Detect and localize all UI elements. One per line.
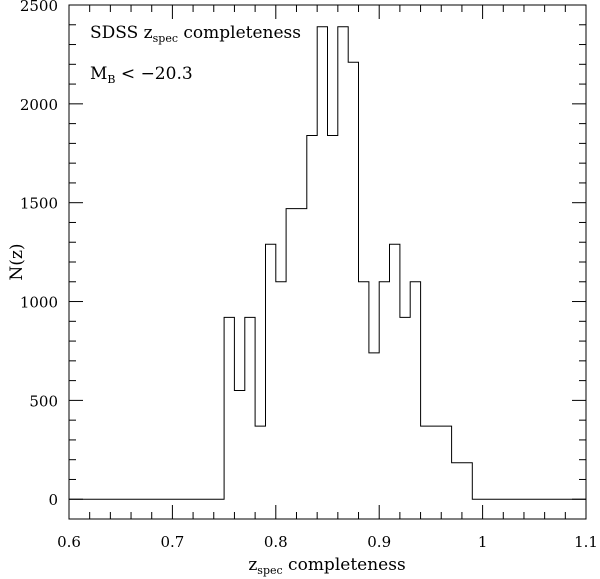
- y-tick-label: 0: [48, 491, 58, 509]
- annotation-sample: SDSS zspec completeness: [90, 23, 301, 45]
- y-tick-labels: 0 500 1000 1500 2000 2500: [20, 0, 58, 509]
- histogram-series: [69, 26, 586, 500]
- y-tick-label: 1500: [20, 195, 58, 213]
- y-tick-label: 1000: [20, 294, 58, 312]
- annotation-magnitude-cut: MB < −20.3: [90, 64, 193, 86]
- x-tick-label: 1.1: [574, 533, 598, 551]
- x-axis-title: zspec completeness: [248, 555, 405, 577]
- x-tick-labels: 0.6 0.7 0.8 0.9 1 1.1: [57, 533, 598, 551]
- x-tick-label: 0.7: [160, 533, 184, 551]
- x-tick-label: 0.8: [264, 533, 288, 551]
- y-tick-label: 500: [29, 392, 58, 410]
- y-tick-label: 2000: [20, 96, 58, 114]
- x-tick-label: 0.6: [57, 533, 81, 551]
- x-tick-label: 0.9: [367, 533, 391, 551]
- y-tick-label: 2500: [20, 0, 58, 15]
- y-axis-title: N(z): [7, 243, 27, 280]
- axis-ticks: [68, 4, 587, 520]
- x-tick-label: 1: [478, 533, 488, 551]
